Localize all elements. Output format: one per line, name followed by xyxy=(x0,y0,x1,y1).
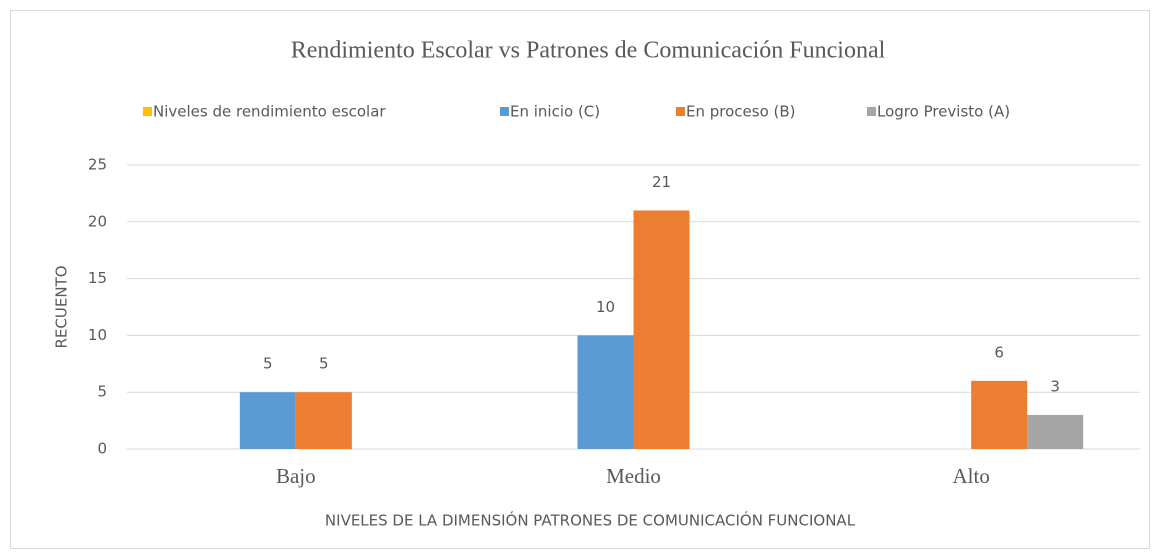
y-tick-label: 20 xyxy=(88,212,107,230)
data-label: 5 xyxy=(319,355,329,373)
legend-swatch xyxy=(867,107,876,116)
data-label: 21 xyxy=(652,173,671,191)
bar xyxy=(239,392,296,449)
data-label: 10 xyxy=(596,298,615,316)
y-tick-label: 5 xyxy=(97,383,107,401)
legend-label: En inicio (C) xyxy=(510,103,600,121)
x-tick-label: Medio xyxy=(606,464,661,488)
x-tick-label: Alto xyxy=(952,464,989,488)
legend-label: Niveles de rendimiento escolar xyxy=(153,103,386,121)
y-axis-title: RECUENTO xyxy=(53,265,71,348)
data-label: 6 xyxy=(994,343,1004,361)
x-axis-title: NIVELES DE LA DIMENSIÓN PATRONES DE COMU… xyxy=(325,511,856,530)
y-tick-label: 10 xyxy=(88,326,107,344)
legend-swatch xyxy=(143,107,152,116)
chart-border xyxy=(10,10,1150,549)
x-tick-label: Bajo xyxy=(276,464,316,488)
y-tick-label: 0 xyxy=(97,440,107,458)
legend-swatch xyxy=(676,107,685,116)
bar xyxy=(577,335,634,449)
legend-label: Logro Previsto (A) xyxy=(877,103,1010,121)
data-label: 3 xyxy=(1050,377,1060,395)
legend-swatch xyxy=(500,107,509,116)
bar xyxy=(1027,414,1084,449)
y-tick-label: 15 xyxy=(88,269,107,287)
bar xyxy=(971,380,1028,449)
legend-label: En proceso (B) xyxy=(686,103,796,121)
bar xyxy=(295,392,352,449)
data-label: 5 xyxy=(263,355,273,373)
y-tick-label: 25 xyxy=(88,156,107,174)
chart-title: Rendimiento Escolar vs Patrones de Comun… xyxy=(291,38,886,64)
bar xyxy=(633,210,690,449)
